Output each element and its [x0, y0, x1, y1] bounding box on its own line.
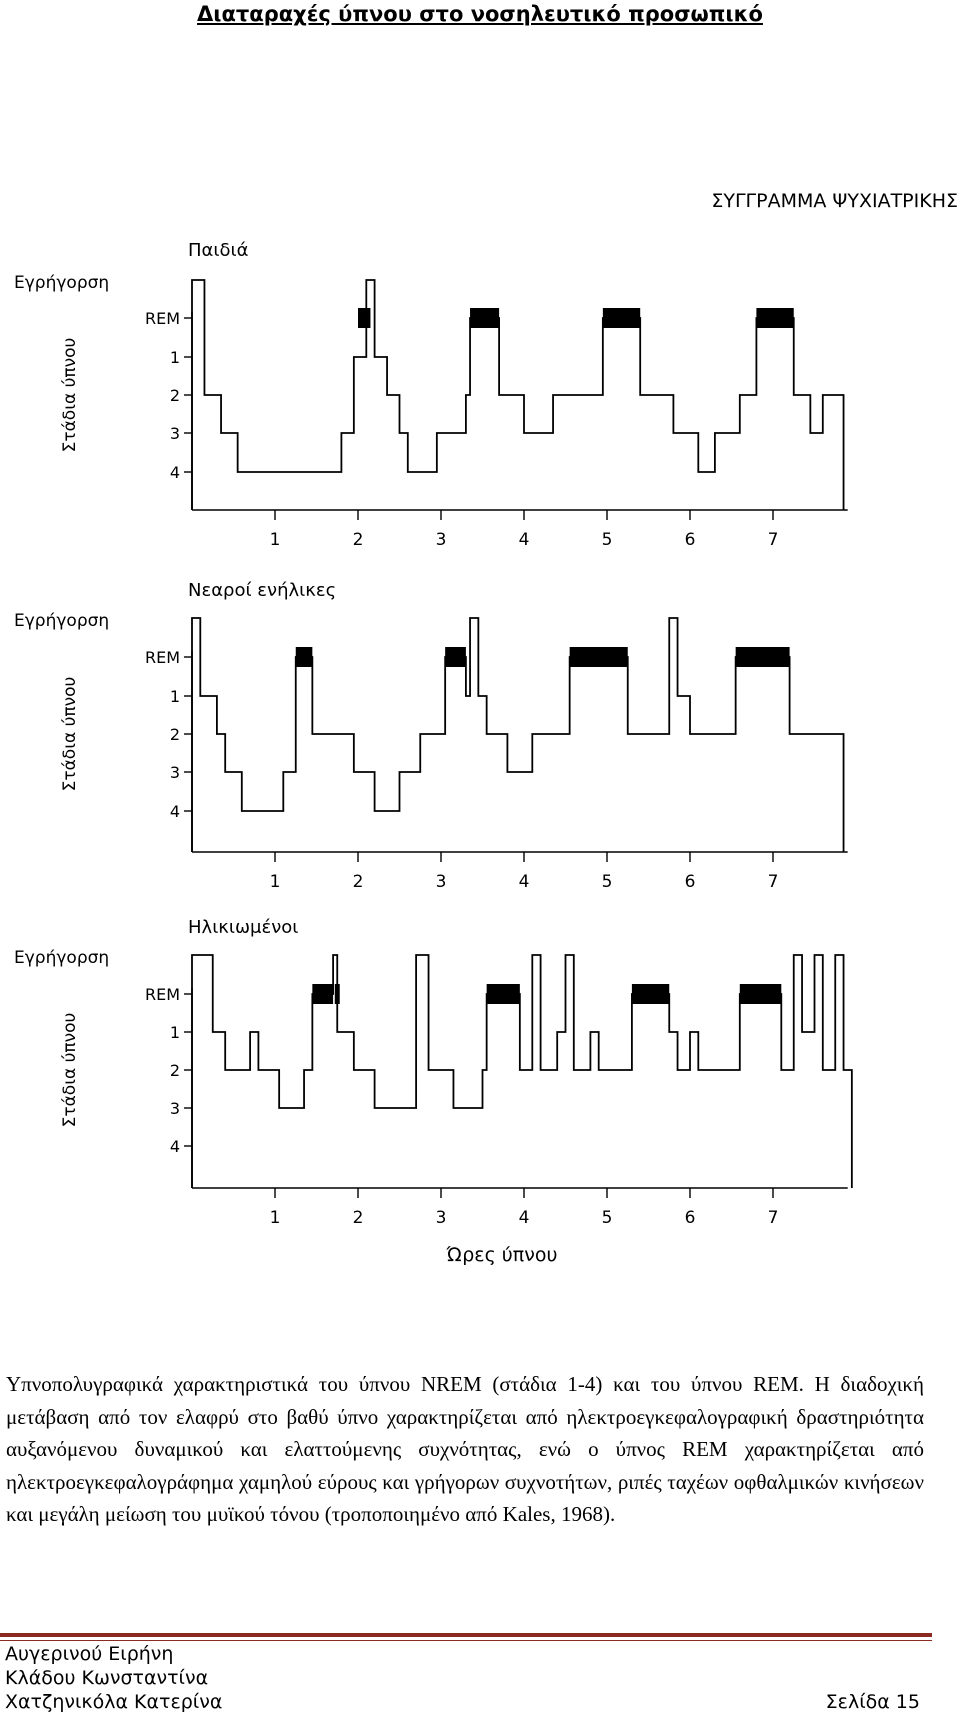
source-label: ΣΥΓΓΡΑΜΜΑ ΨΥΧΙΑΤΡΙΚΗΣ [711, 190, 958, 212]
y-axis-label: Στάδια ύπνου [60, 1013, 80, 1128]
x-tick-label: 6 [685, 872, 696, 892]
y-tick-label: 4 [170, 1137, 180, 1156]
y-tick-label: 1 [170, 1023, 180, 1042]
y-tick-label: 3 [170, 763, 180, 782]
hypnogram-trace [191, 954, 853, 1188]
x-tick-label: 6 [685, 530, 696, 550]
figure-caption: Υπνοπολυγραφικά χαρακτηριστικά του ύπνου… [6, 1372, 924, 1527]
y-tick-label: 3 [170, 1099, 180, 1118]
panel-title: Νεαροί ενήλικες [188, 580, 336, 601]
y-tick-label: 1 [170, 348, 180, 367]
y-tick-label: 1 [170, 687, 180, 706]
wake-label: Εγρήγορση [14, 611, 109, 631]
x-tick-label: 4 [519, 1208, 530, 1228]
hypnogram-trace [191, 279, 845, 510]
x-tick-label: 3 [436, 1208, 447, 1228]
x-tick-label: 2 [353, 530, 364, 550]
x-tick-label: 4 [519, 530, 530, 550]
rem-period-bar [358, 308, 371, 328]
wake-label: Εγρήγορση [14, 273, 109, 293]
y-tick-label: 3 [170, 424, 180, 443]
x-tick-label: 1 [270, 530, 281, 550]
page-number: Σελίδα 15 [825, 1691, 920, 1713]
footer-author-2: Κλάδου Κωνσταντίνα [5, 1667, 209, 1689]
hypnogram-figure: ΣΥΓΓΡΑΜΜΑ ΨΥΧΙΑΤΡΙΚΗΣ Ώρες ύπνου Παιδιά Ε… [14, 190, 958, 1266]
y-axis-label: Στάδια ύπνου [60, 677, 80, 792]
y-tick-label: 4 [170, 463, 180, 482]
x-tick-label: 7 [768, 1208, 779, 1228]
y-tick-label: 2 [170, 386, 180, 405]
x-tick-label: 1 [270, 1208, 281, 1228]
footer-author-1: Αυγερινού Ειρήνη [5, 1643, 174, 1665]
footer-divider-thin [0, 1640, 932, 1641]
x-tick-label: 5 [602, 872, 613, 892]
x-tick-label: 2 [353, 1208, 364, 1228]
x-tick-label: 3 [436, 872, 447, 892]
x-tick-label: 3 [436, 530, 447, 550]
hypnogram-trace [191, 617, 845, 852]
panel-title: Ηλικιωμένοι [188, 917, 298, 938]
x-tick-label: 2 [353, 872, 364, 892]
x-tick-label: 7 [768, 530, 779, 550]
wake-label: Εγρήγορση [14, 948, 109, 968]
x-axis-label: Ώρες ύπνου [446, 1244, 558, 1266]
y-tick-label: REM [145, 309, 180, 328]
x-tick-label: 1 [270, 872, 281, 892]
y-axis-label: Στάδια ύπνου [60, 338, 80, 453]
panel-title: Παιδιά [188, 240, 248, 261]
y-tick-label: 4 [170, 802, 180, 821]
x-tick-label: 5 [602, 530, 613, 550]
y-tick-label: REM [145, 648, 180, 667]
page-title: Διαταραχές ύπνου στο νοσηλευτικό προσωπι… [197, 2, 763, 26]
x-tick-label: 6 [685, 1208, 696, 1228]
x-tick-label: 7 [768, 872, 779, 892]
x-tick-label: 5 [602, 1208, 613, 1228]
footer-author-3: Χατζηνικόλα Κατερίνα [5, 1691, 223, 1713]
x-tick-label: 4 [519, 872, 530, 892]
y-tick-label: REM [145, 985, 180, 1004]
y-tick-label: 2 [170, 1061, 180, 1080]
y-tick-label: 2 [170, 725, 180, 744]
footer-divider [0, 1633, 932, 1637]
